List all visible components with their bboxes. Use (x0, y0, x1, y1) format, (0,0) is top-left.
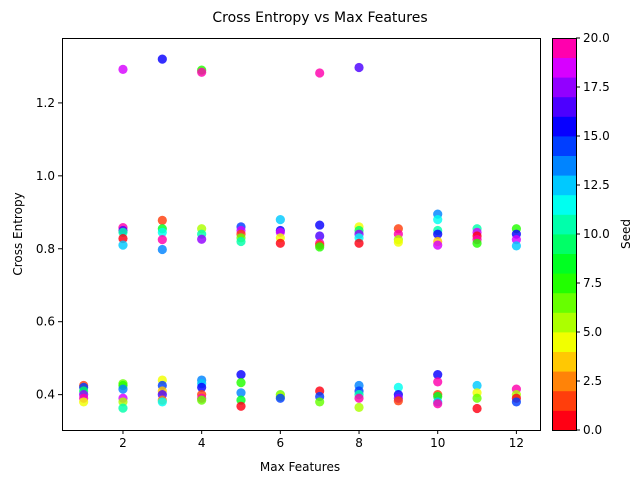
data-point (157, 244, 167, 255)
y-axis-label: Cross Entropy (11, 192, 25, 275)
colorbar-tick-label: 20.0 (583, 31, 610, 45)
y-tick-label: 0.6 (36, 315, 55, 329)
data-point (118, 384, 128, 394)
data-point (236, 388, 246, 398)
data-point (433, 377, 443, 387)
data-point (275, 393, 285, 403)
x-tick-label: 10 (430, 436, 445, 450)
colorbar-segment (552, 136, 576, 156)
colorbar-tick-label: 2.5 (583, 374, 602, 388)
colorbar-segment (552, 96, 576, 117)
colorbar-segment (552, 332, 576, 352)
colorbar-segment (552, 194, 576, 215)
data-point (157, 54, 167, 64)
data-point (433, 214, 443, 225)
x-tick-label: 8 (355, 436, 363, 450)
data-point (433, 399, 443, 409)
data-point (157, 397, 167, 407)
data-point (197, 382, 207, 392)
y-tick-label: 0.4 (36, 388, 55, 402)
colorbar-tick-label: 15.0 (583, 129, 610, 143)
data-point (433, 229, 443, 239)
data-point (118, 240, 128, 250)
colorbar-tick-label: 7.5 (583, 276, 602, 290)
colorbar-segment (552, 38, 576, 58)
colorbar-segment (552, 77, 576, 98)
colorbar-segment (552, 371, 576, 392)
colorbar-segment (552, 292, 576, 313)
data-point (275, 214, 285, 225)
colorbar-segment (552, 273, 576, 294)
data-point (236, 236, 246, 247)
data-point (236, 377, 246, 388)
data-point (236, 369, 246, 380)
data-point (275, 238, 285, 248)
colorbar-tick-label: 0.0 (583, 423, 602, 437)
colorbar-segment (552, 390, 576, 411)
plot-frame (62, 38, 541, 431)
y-tick-label: 1.2 (36, 96, 55, 110)
x-tick-label: 2 (119, 436, 127, 450)
colorbar-segment (552, 234, 576, 254)
data-point (315, 397, 325, 407)
data-point (197, 395, 207, 405)
chart-title: Cross Entropy vs Max Features (212, 10, 427, 26)
data-point (393, 237, 403, 247)
data-point (157, 215, 167, 225)
data-point (157, 235, 167, 245)
colorbar-segment (552, 57, 576, 78)
x-axis: 2 4 6 8 10 12 (119, 430, 524, 450)
data-point (118, 403, 128, 413)
data-point (197, 234, 207, 244)
x-axis-label: Max Features (260, 460, 340, 474)
colorbar-segment (552, 253, 576, 274)
colorbar-segment (552, 214, 576, 235)
data-point (315, 231, 325, 241)
data-point (315, 68, 325, 78)
colorbar-tick-label: 10.0 (583, 227, 610, 241)
colorbar-label: Seed (619, 219, 633, 249)
data-point (354, 62, 364, 73)
data-point (472, 238, 482, 248)
y-tick-label: 0.8 (36, 242, 55, 256)
data-point (118, 233, 128, 244)
data-point (315, 242, 325, 252)
data-point (393, 396, 403, 406)
colorbar-tick-label: 5.0 (583, 325, 602, 339)
x-tick-label: 4 (198, 436, 206, 450)
data-point (433, 240, 443, 250)
colorbar-segment (552, 312, 576, 333)
colorbar-segment (552, 175, 576, 196)
data-point (472, 403, 482, 414)
colorbar-tick-label: 17.5 (583, 80, 610, 94)
y-tick-label: 1.0 (36, 169, 55, 183)
data-point (511, 241, 521, 251)
plot-area (79, 54, 521, 414)
x-tick-label: 12 (509, 436, 524, 450)
colorbar-segment (552, 116, 576, 137)
data-point (511, 397, 521, 407)
data-point (315, 220, 325, 230)
data-point (197, 67, 207, 77)
data-point (354, 402, 364, 412)
colorbar-tick-label: 12.5 (583, 178, 610, 192)
data-point (118, 64, 128, 74)
data-point (472, 380, 482, 391)
data-point (79, 397, 89, 407)
data-point (354, 393, 364, 403)
data-point (433, 369, 443, 380)
data-point (472, 393, 482, 403)
x-tick-label: 6 (277, 436, 285, 450)
colorbar-segment (552, 155, 576, 176)
data-point (393, 382, 403, 392)
data-point (354, 238, 364, 248)
data-point (157, 227, 167, 237)
colorbar-segment (552, 410, 576, 431)
colorbar-segment (552, 351, 576, 372)
data-point (236, 401, 246, 411)
y-axis: 0.4 0.6 0.8 1.0 1.2 (36, 96, 62, 402)
colorbar: 0.0 2.5 5.0 7.5 10.0 12.5 15.0 17.5 20.0 (552, 31, 610, 437)
